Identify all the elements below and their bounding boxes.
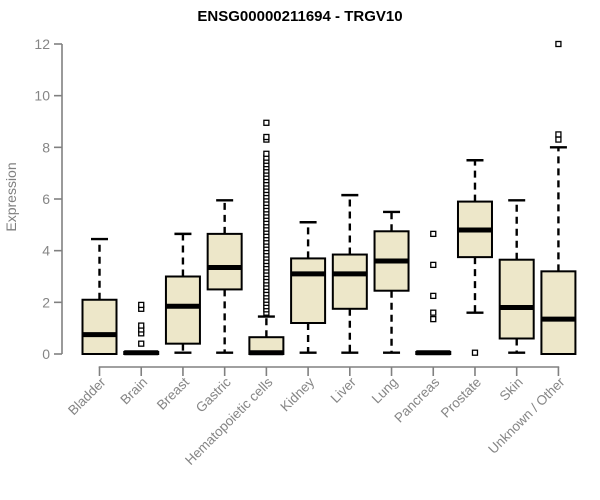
outlier-point [430,309,437,316]
outlier-point [430,292,437,300]
outlier-point [138,322,145,329]
outlier-point [555,131,562,138]
iqr-box [81,298,118,355]
iqr-box [540,270,577,356]
x-category-label: Brain [117,375,150,408]
iqr-box [206,232,243,291]
y-tick-label: 12 [34,36,50,52]
outlier-point [138,340,145,347]
outlier-point [430,230,437,238]
outlier-point [263,133,270,141]
x-category-label: Skin [497,375,526,404]
x-category-label: Pancreas [391,374,442,425]
y-tick-label: 2 [42,294,50,310]
x-category-label: Lung [369,375,401,407]
iqr-box [331,253,368,310]
y-tick-label: 4 [42,243,50,259]
y-tick-label: 0 [42,346,50,362]
x-category-label: Kidney [277,374,317,414]
outlier-point [263,150,270,157]
y-tick-label: 6 [42,191,50,207]
outlier-point [138,301,145,309]
x-category-label: Liver [328,374,360,406]
x-category-label: Bladder [65,374,109,418]
y-axis-title: Expression [3,162,19,231]
chart-title: ENSG00000211694 - TRGV10 [197,8,402,25]
outlier-point [555,40,562,48]
y-tick-label: 8 [42,139,50,155]
x-category-label: Gastric [193,374,234,415]
outlier-point [555,136,562,143]
outlier-point [430,261,437,269]
iqr-box [498,258,535,340]
outlier-point [430,315,437,323]
x-category-label: Breast [154,374,192,412]
x-category-label: Unknown / Other [485,374,568,457]
y-tick-label: 10 [34,88,50,104]
iqr-box [290,257,327,324]
outlier-point [471,349,479,356]
outlier-point [263,119,270,126]
iqr-box [164,275,201,345]
x-category-label: Prostate [438,375,484,421]
